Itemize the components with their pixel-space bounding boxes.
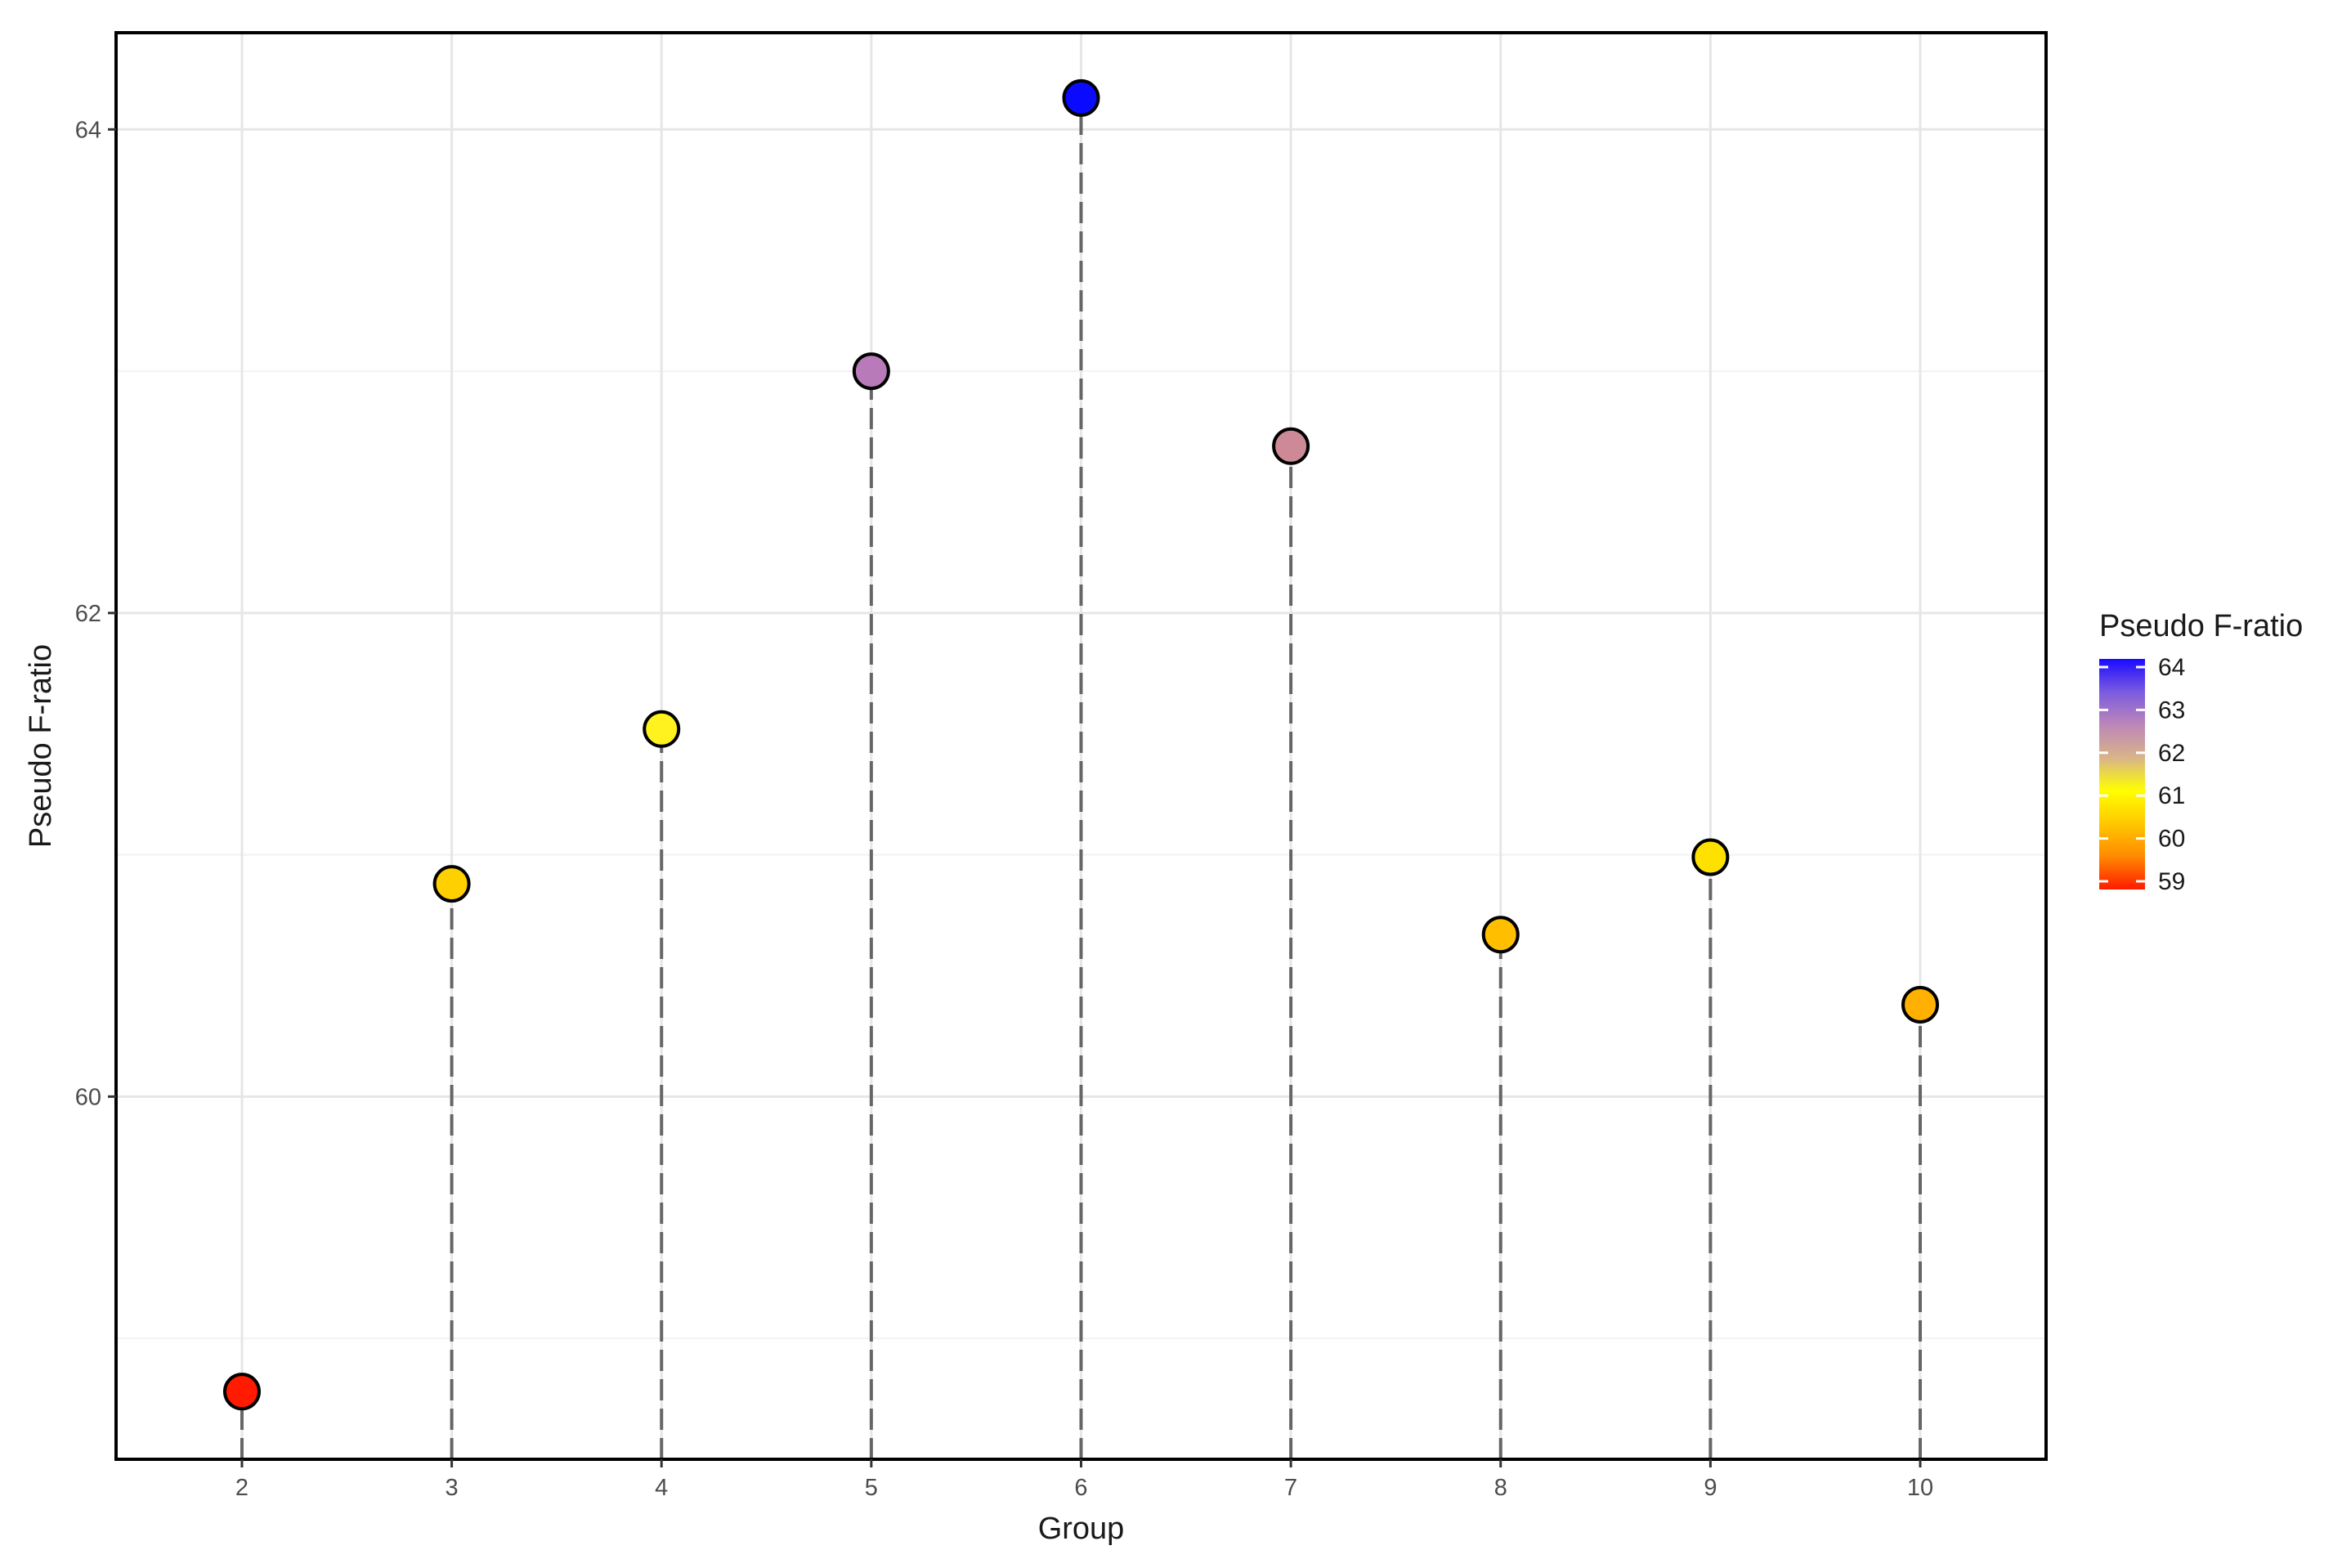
x-axis-ticks: 2 3 4 5 6 7 8 9 10 (235, 1459, 1933, 1501)
legend-colorbar (2099, 659, 2145, 889)
y-tick-label: 62 (75, 601, 101, 627)
legend-label: 59 (2158, 868, 2185, 895)
x-tick-label: 9 (1704, 1475, 1717, 1501)
x-tick-label: 7 (1284, 1475, 1297, 1501)
x-tick-label: 10 (1907, 1475, 1933, 1501)
x-tick-label: 4 (655, 1475, 668, 1501)
legend-label: 60 (2158, 826, 2185, 853)
data-point-group-7 (1272, 427, 1310, 465)
y-tick-label: 64 (75, 117, 101, 143)
y-axis-title: Pseudo F-ratio (24, 644, 58, 848)
data-point-group-10 (1901, 985, 1940, 1024)
color-legend: Pseudo F-ratio 64 63 62 61 60 59 (2099, 609, 2303, 895)
x-tick-label: 5 (865, 1475, 878, 1501)
y-axis-ticks: 60 62 64 (75, 117, 116, 1110)
data-point-group-9 (1691, 838, 1730, 876)
x-axis-title: Group (1038, 1512, 1125, 1546)
legend-title: Pseudo F-ratio (2099, 609, 2303, 643)
legend-label: 63 (2158, 697, 2185, 724)
x-tick-label: 2 (235, 1475, 249, 1501)
legend-ticks: 64 63 62 61 60 59 (2099, 654, 2185, 895)
data-point-group-8 (1481, 916, 1520, 954)
x-tick-label: 8 (1494, 1475, 1507, 1501)
data-point-group-2 (222, 1373, 261, 1411)
data-point-group-4 (643, 710, 681, 748)
y-tick-label: 60 (75, 1084, 101, 1110)
data-point-group-6 (1062, 78, 1100, 117)
x-tick-label: 6 (1074, 1475, 1087, 1501)
data-points (222, 78, 1940, 1411)
x-tick-label: 3 (446, 1475, 459, 1501)
data-point-group-3 (432, 865, 471, 903)
legend-label: 61 (2158, 782, 2185, 809)
data-point-group-5 (852, 352, 890, 391)
lollipop-stems (240, 97, 1923, 1459)
legend-label: 64 (2158, 654, 2185, 681)
legend-label: 62 (2158, 740, 2185, 767)
